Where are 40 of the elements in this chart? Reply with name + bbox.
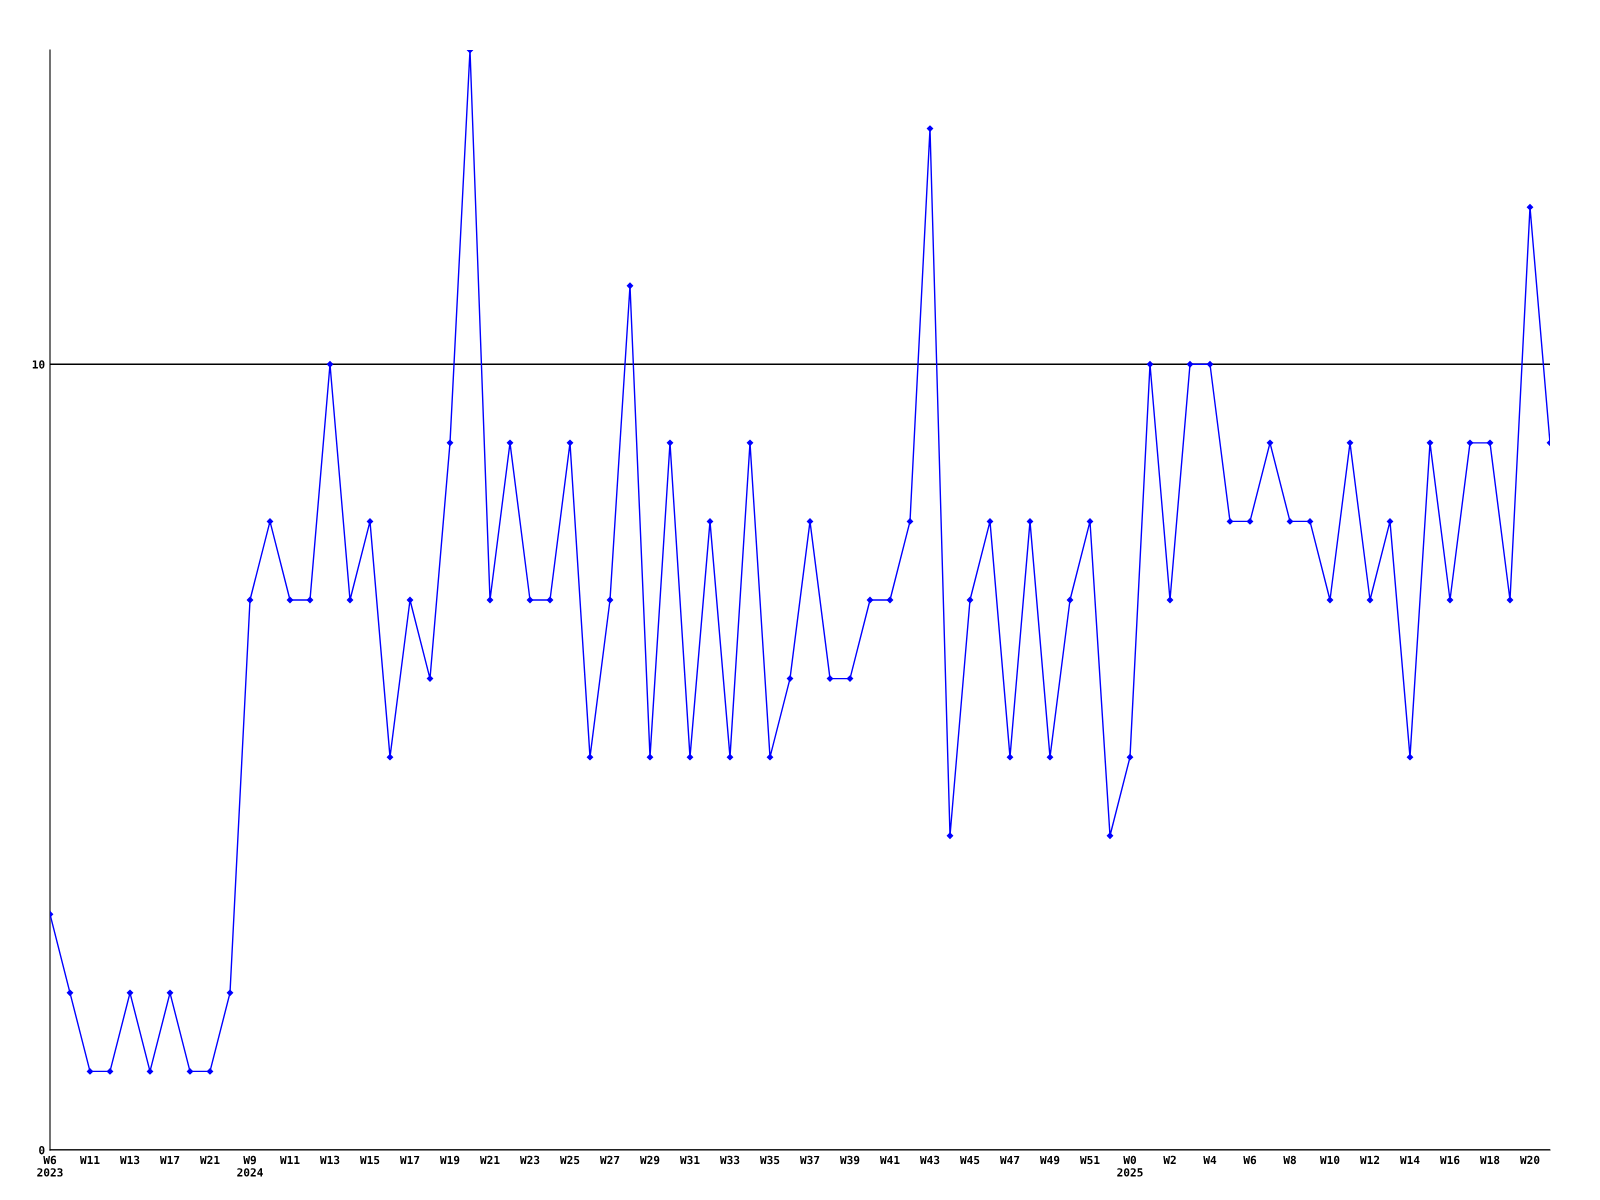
x-tick-label: W29 (639, 1155, 660, 1165)
x-tick-label: W2 (1163, 1155, 1176, 1164)
x-tick-label: W35 (759, 1155, 780, 1165)
x-tick-label: W23 (519, 1155, 540, 1165)
x-tick-label: W21 (479, 1155, 500, 1164)
x-tick-label: W27 (599, 1155, 620, 1164)
x-tick-label: W49 (1039, 1155, 1060, 1165)
x-tick-label: W45 (959, 1155, 980, 1165)
x-tick-label: W0 2025 (1117, 1155, 1143, 1177)
y-tick-label: 10 (32, 360, 45, 369)
x-tick-label: W19 (439, 1155, 460, 1165)
x-tick-label: W12 (1359, 1155, 1380, 1164)
x-tick-label: W15 (359, 1155, 380, 1165)
x-tick-label: W43 (919, 1155, 940, 1165)
x-tick-label: W37 (799, 1155, 820, 1165)
x-tick-label: W11 (79, 1155, 100, 1164)
x-tick-label: W16 (1439, 1155, 1460, 1165)
x-tick-label: W13 (119, 1155, 140, 1165)
x-tick-label: W31 (679, 1155, 700, 1165)
x-tick-label: W6 (1243, 1155, 1257, 1165)
x-tick-label: W13 (319, 1155, 340, 1165)
x-tick-label: W17 (399, 1155, 420, 1164)
x-tick-label: W14 (1399, 1155, 1420, 1164)
x-tick-label: W21 (199, 1155, 220, 1164)
x-tick-label: W4 (1203, 1155, 1217, 1164)
x-tick-label: W33 (719, 1155, 740, 1165)
x-tick-label: W8 (1283, 1155, 1296, 1165)
x-tick-label: W25 (559, 1155, 580, 1165)
x-tick-label: W41 (879, 1155, 900, 1164)
x-tick-label: W9 2024 (237, 1155, 263, 1177)
x-tick-label: W47 (999, 1155, 1020, 1164)
x-tick-label: W11 (279, 1155, 300, 1164)
x-tick-label: W18 (1479, 1155, 1500, 1165)
x-tick-label: W20 (1519, 1155, 1540, 1165)
x-tick-label: W6 2023 (37, 1155, 63, 1177)
x-tick-label: W17 (159, 1155, 180, 1164)
x-tick-label: W10 (1319, 1155, 1340, 1165)
x-tick-label: W39 (839, 1155, 860, 1165)
x-tick-label: W51 (1079, 1155, 1100, 1165)
y-tick-label: 0 (39, 1145, 45, 1155)
